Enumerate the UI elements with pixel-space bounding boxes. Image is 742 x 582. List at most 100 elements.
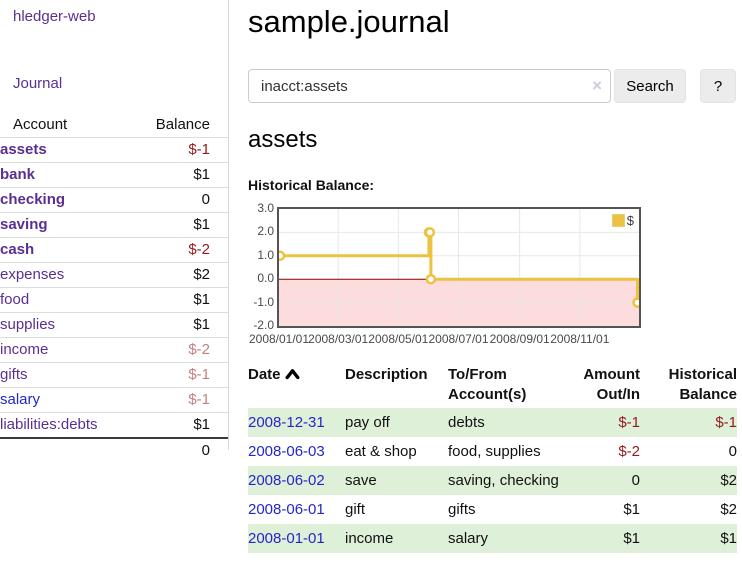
register-row: 2008-01-01 income salary $1 $1 — [248, 524, 737, 553]
register-row: 2008-06-02 save saving, checking 0 $2 — [248, 466, 737, 495]
register-header-date[interactable]: Date — [248, 363, 345, 408]
x-tick-label: 2008/05/01 — [368, 332, 429, 346]
transaction-amount: $1 — [623, 530, 640, 547]
account-row: bank $1 — [0, 162, 228, 188]
clear-search-icon[interactable]: × — [592, 76, 602, 95]
main-content: sample.journal × Search ? assets Histori… — [229, 0, 742, 553]
transaction-date-link[interactable]: 2008-01-01 — [248, 530, 325, 547]
account-row: salary $-1 — [0, 387, 228, 413]
transaction-date-link[interactable]: 2008-06-01 — [248, 501, 325, 518]
account-balance: $1 — [131, 312, 228, 338]
register-header-balance: Historical Balance — [668, 366, 737, 403]
transaction-accounts: debts — [448, 414, 485, 431]
transaction-amount: $1 — [623, 501, 640, 518]
register-table: Date Description To/From Account(s) Amou… — [248, 363, 737, 553]
account-link-cash[interactable]: cash — [0, 241, 35, 258]
accounts-header-account: Account — [13, 116, 68, 133]
register-header-description: Description — [345, 366, 428, 383]
transaction-amount: $-2 — [618, 443, 640, 460]
x-tick-label: 2008/01/01 — [248, 332, 310, 346]
register-row: 2008-06-03 eat & shop food, supplies $-2… — [248, 437, 737, 466]
transaction-description: save — [345, 472, 377, 489]
y-tick-label: 2.0 — [257, 224, 274, 239]
search-form: × Search ? — [248, 69, 737, 103]
account-row: checking 0 — [0, 187, 228, 213]
account-link-liabilities-debts[interactable]: liabilities:debts — [0, 416, 98, 433]
account-balance: $1 — [131, 212, 228, 238]
transaction-accounts: gifts — [448, 501, 476, 518]
help-button[interactable]: ? — [700, 69, 736, 103]
account-balance: $1 — [131, 287, 228, 313]
register-row: 2008-12-31 pay off debts $-1 $-1 — [248, 408, 737, 437]
legend-swatch-icon — [611, 214, 625, 227]
account-balance: $1 — [131, 412, 228, 438]
account-balance: $-1 — [131, 387, 228, 413]
transaction-amount: $-1 — [618, 414, 640, 431]
chart-plot-area[interactable]: $ — [277, 207, 641, 328]
transaction-amount: 0 — [631, 472, 640, 489]
transaction-date-link[interactable]: 2008-12-31 — [248, 414, 325, 431]
app-title-link[interactable]: hledger-web — [13, 8, 96, 25]
accounts-total-row: 0 — [0, 437, 228, 463]
legend-label: $ — [626, 213, 634, 228]
transaction-description: gift — [345, 501, 366, 518]
transaction-date-link[interactable]: 2008-06-02 — [248, 472, 325, 489]
y-tick-label: 0.0 — [257, 271, 274, 286]
account-link-salary[interactable]: salary — [0, 391, 41, 408]
transaction-balance: $-1 — [715, 414, 737, 431]
account-link-supplies[interactable]: supplies — [0, 316, 56, 333]
account-balance: $1 — [131, 162, 228, 188]
account-row: gifts $-1 — [0, 362, 228, 388]
transaction-balance: $1 — [720, 530, 737, 547]
search-input[interactable] — [248, 69, 611, 103]
x-tick-label: 2008/09/01 — [489, 332, 550, 346]
account-row: food $1 — [0, 287, 228, 313]
register-row: 2008-06-01 gift gifts $1 $2 — [248, 495, 737, 524]
sidebar: hledger-web Journal Account Balance asse… — [0, 0, 229, 463]
accounts-table-header: Account Balance — [0, 113, 228, 138]
register-header-amount: Amount Out/In — [583, 366, 640, 403]
account-row: cash $-2 — [0, 237, 228, 263]
transaction-date-link[interactable]: 2008-06-03 — [248, 443, 325, 460]
transaction-description: eat & shop — [345, 443, 417, 460]
search-button[interactable]: Search — [614, 69, 686, 103]
x-tick-label: 2008/07/01 — [428, 332, 489, 346]
transaction-balance: $2 — [720, 501, 737, 518]
register-account-heading: assets — [248, 126, 318, 153]
transaction-accounts: food, supplies — [448, 443, 541, 460]
x-tick-label: 2008/11/01 — [550, 332, 610, 346]
account-link-saving[interactable]: saving — [0, 216, 48, 233]
account-row: assets $-1 — [0, 137, 228, 163]
account-link-expenses[interactable]: expenses — [0, 266, 65, 283]
accounts-total-value: 0 — [131, 437, 228, 463]
x-tick-label: 2008/03/01 — [308, 332, 369, 346]
chart-legend: $ — [609, 212, 636, 229]
transaction-balance: $2 — [720, 472, 737, 489]
account-link-bank[interactable]: bank — [0, 166, 36, 183]
account-balance: $-2 — [131, 337, 228, 363]
account-link-assets[interactable]: assets — [0, 141, 47, 158]
sidebar-item-journal[interactable]: Journal — [13, 75, 63, 92]
account-link-food[interactable]: food — [0, 291, 30, 308]
accounts-header-balance: Balance — [155, 116, 210, 133]
historical-balance-chart: 3.0 2.0 1.0 0.0 -1.0 -2.0 $ 2008/01/01 2… — [248, 200, 668, 346]
account-link-income[interactable]: income — [0, 341, 49, 358]
transaction-description: pay off — [345, 414, 390, 431]
account-row: supplies $1 — [0, 312, 228, 338]
account-link-checking[interactable]: checking — [0, 191, 66, 208]
page-title: sample.journal — [248, 4, 450, 39]
account-link-gifts[interactable]: gifts — [0, 366, 28, 383]
account-balance: $-1 — [131, 137, 228, 163]
register-header-row: Date Description To/From Account(s) Amou… — [248, 363, 737, 408]
y-tick-label: 1.0 — [257, 247, 274, 262]
transaction-description: income — [345, 530, 394, 547]
transaction-accounts: salary — [448, 530, 489, 547]
chart-heading: Historical Balance: — [248, 177, 375, 193]
transaction-accounts: saving, checking — [448, 472, 559, 489]
register-header-accounts: To/From Account(s) — [448, 366, 527, 403]
account-row: expenses $2 — [0, 262, 228, 288]
account-balance: $-2 — [131, 237, 228, 263]
y-tick-label: -1.0 — [253, 294, 274, 309]
account-row: saving $1 — [0, 212, 228, 238]
y-tick-label: -2.0 — [253, 318, 274, 332]
